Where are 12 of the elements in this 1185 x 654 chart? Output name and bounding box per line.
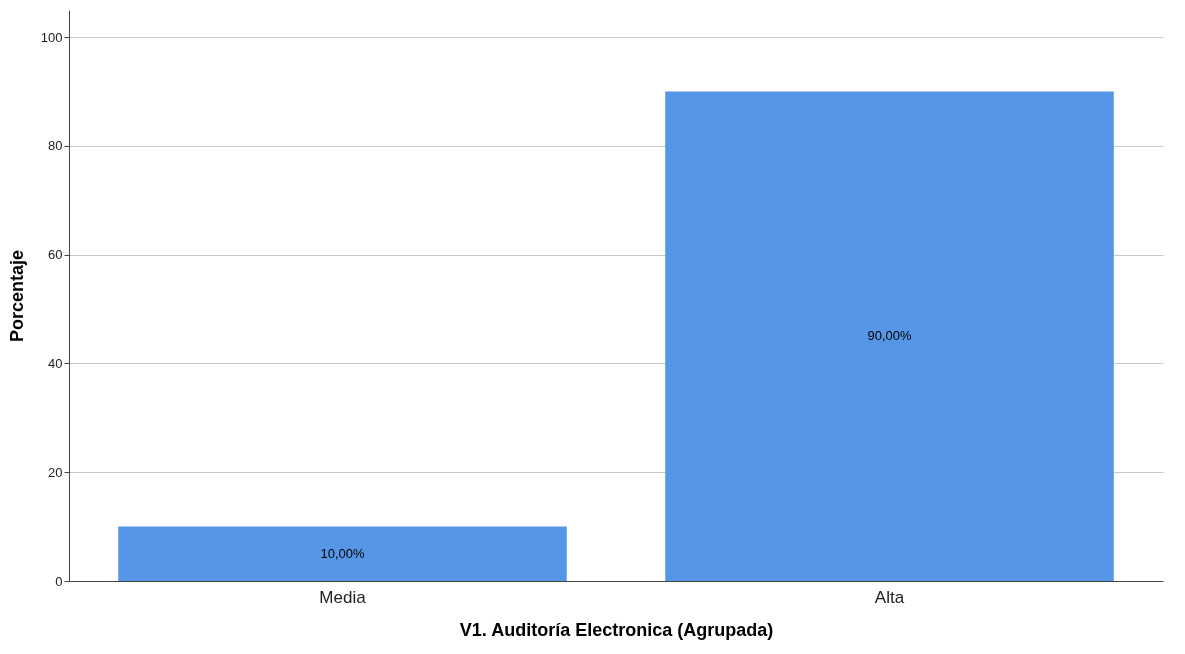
data-label: 10,00%: [320, 545, 365, 561]
y-tick-label: 80: [48, 138, 63, 154]
y-tick-label: 20: [48, 464, 63, 480]
y-axis-title: Porcentaje: [6, 249, 27, 343]
x-tick-label: Alta: [874, 587, 905, 607]
data-label: 90,00%: [867, 328, 912, 344]
x-tick-label: Media: [319, 587, 367, 607]
y-tick-label: 100: [40, 29, 63, 45]
y-tick-label: 40: [48, 355, 63, 371]
y-tick-label: 0: [55, 573, 63, 589]
x-axis-title: V1. Auditoría Electronica (Agrupada): [459, 619, 774, 640]
y-tick-label: 60: [48, 247, 63, 263]
